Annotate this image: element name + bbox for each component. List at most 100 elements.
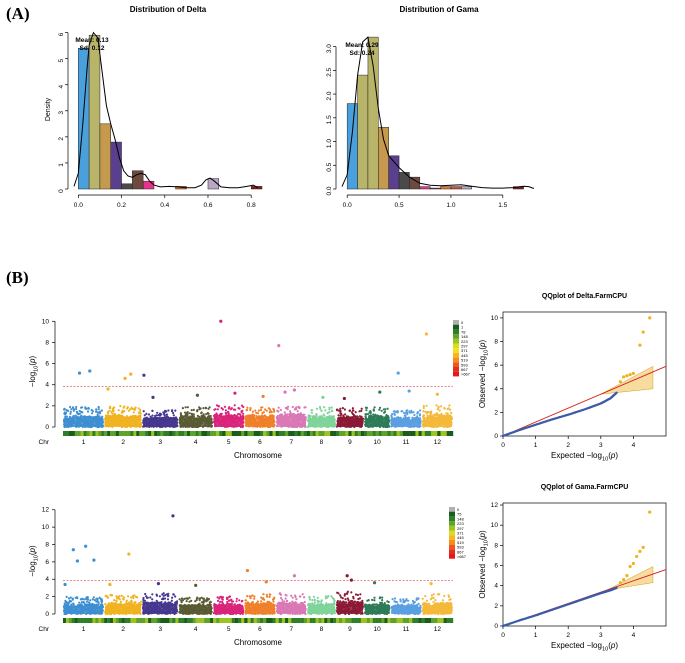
- manhattan_delta-density-cell: [431, 431, 435, 436]
- manhattan_delta-point: [255, 415, 258, 418]
- manhattan_delta-point: [279, 414, 282, 417]
- manhattan_delta-chr-3-density-strip: [142, 431, 179, 436]
- manhattan_delta-point: [228, 406, 231, 409]
- manhattan_delta-point: [432, 414, 435, 417]
- manhattan_delta-density-cell: [266, 431, 270, 436]
- manhattan_delta-point: [286, 413, 289, 416]
- manhattan_delta-hit-point: [261, 394, 265, 398]
- manhattan_gama-density-cell: [77, 618, 81, 623]
- manhattan_gama-point: [78, 601, 81, 604]
- manhattan_delta-point: [192, 408, 195, 411]
- manhattan_delta-point: [86, 410, 90, 413]
- manhattan_delta-legend-swatch: [453, 348, 459, 353]
- manhattan_delta-point: [291, 405, 294, 409]
- manhattan_delta-density-cell: [222, 431, 226, 436]
- manhattan_delta-hit-point: [292, 388, 297, 392]
- manhattan_gama-point: [79, 598, 83, 601]
- manhattan_gama-point: [67, 602, 70, 605]
- manhattan_delta-point: [386, 407, 389, 410]
- manhattan_gama-point: [65, 595, 68, 599]
- hist_delta-x-tick-label: 0.8: [247, 202, 256, 209]
- manhattan_delta-point: [75, 405, 78, 409]
- manhattan_delta-point: [204, 407, 208, 410]
- manhattan_delta-point: [308, 416, 311, 419]
- manhattan_delta-point: [172, 411, 175, 415]
- manhattan_delta-point: [448, 404, 451, 407]
- manhattan_delta-legend-swatch: [453, 329, 459, 335]
- manhattan_delta-hit-point: [435, 392, 439, 396]
- manhattan_delta-point: [112, 410, 115, 413]
- manhattan_delta-hit-point: [283, 390, 287, 394]
- manhattan_delta-point: [249, 407, 252, 410]
- manhattan_delta-point: [285, 406, 288, 409]
- manhattan_delta-point: [435, 404, 438, 407]
- manhattan_delta-point: [370, 414, 373, 417]
- hist_gama-y-tick-label: 1.5: [326, 115, 333, 124]
- manhattan_delta-point: [227, 411, 230, 414]
- manhattan_gama-point: [98, 596, 101, 599]
- manhattan_delta-point: [216, 408, 219, 411]
- manhattan_delta-legend-label: 593: [461, 362, 468, 367]
- hist_gama-bar: [440, 186, 452, 190]
- manhattan_delta-point: [422, 410, 425, 413]
- manhattan_delta-point: [422, 414, 425, 417]
- manhattan_delta-point: [254, 409, 257, 412]
- manhattan_delta-density-cell: [297, 431, 301, 436]
- manhattan_delta-point: [256, 412, 260, 415]
- manhattan_delta-point: [91, 412, 94, 415]
- manhattan_delta-density-cell: [446, 431, 451, 436]
- manhattan_delta-point: [358, 410, 361, 413]
- manhattan_delta-density-cell: [309, 431, 313, 436]
- manhattan_delta-density-cell: [169, 431, 173, 436]
- manhattan_delta-density-cell: [303, 431, 308, 436]
- manhattan_delta-point: [106, 412, 110, 415]
- hist_delta-y-tick-label: 2: [58, 137, 65, 141]
- manhattan_delta-chr-label: 1: [82, 439, 86, 446]
- manhattan_delta-point: [239, 413, 242, 416]
- manhattan_delta-point: [111, 415, 114, 418]
- manhattan_delta-density-cell: [327, 431, 331, 436]
- manhattan_gama-point: [70, 600, 73, 603]
- manhattan_delta-point: [259, 409, 263, 412]
- manhattan_gama-density-cell: [86, 618, 90, 623]
- manhattan_gama-point: [170, 599, 173, 602]
- manhattan_delta-point: [383, 410, 387, 413]
- manhattan_delta-point: [165, 415, 168, 418]
- manhattan_gama-density-cell: [145, 618, 149, 623]
- hist_delta-y-tick-label: 0: [58, 189, 65, 193]
- manhattan_delta-density-cell: [148, 431, 152, 436]
- manhattan_delta-point: [207, 412, 210, 415]
- manhattan_delta-point: [315, 415, 318, 418]
- manhattan_gama-point: [93, 604, 96, 607]
- manhattan_delta-density-cell: [278, 431, 283, 436]
- manhattan_delta-density-cell: [424, 431, 429, 436]
- manhattan_gama-density-cell: [172, 618, 176, 623]
- hist_delta-bar: [99, 123, 111, 190]
- manhattan_delta-point: [133, 408, 136, 411]
- manhattan_delta-legend-swatch: [453, 352, 459, 358]
- manhattan_delta-point: [304, 406, 307, 409]
- manhattan_delta-point: [200, 414, 203, 418]
- manhattan_gama-point: [162, 592, 165, 595]
- manhattan_delta-density-cell: [285, 431, 289, 436]
- manhattan_delta-point: [416, 415, 419, 418]
- manhattan_delta-point: [69, 410, 72, 413]
- manhattan_delta-point: [69, 412, 72, 415]
- manhattan_gama-y-tick-label: 0: [45, 611, 49, 618]
- manhattan_delta-point: [96, 413, 99, 416]
- manhattan_delta-point: [95, 408, 98, 411]
- manhattan_delta-point: [360, 409, 363, 412]
- manhattan_delta-point: [364, 413, 367, 416]
- manhattan_delta-density-cell: [115, 431, 119, 436]
- manhattan_delta-point: [151, 409, 154, 412]
- manhattan_delta-density-cell: [247, 431, 251, 436]
- manhattan_delta-y-tick-label: 8: [45, 339, 49, 346]
- manhattan_delta-point: [258, 415, 261, 418]
- manhattan_gama-point: [85, 603, 88, 606]
- manhattan_delta-point: [379, 406, 382, 409]
- manhattan_delta-density-cell: [263, 431, 267, 436]
- manhattan_delta-point: [390, 417, 394, 420]
- manhattan_delta-chr-label: 11: [403, 439, 410, 446]
- manhattan_delta-point: [296, 414, 299, 417]
